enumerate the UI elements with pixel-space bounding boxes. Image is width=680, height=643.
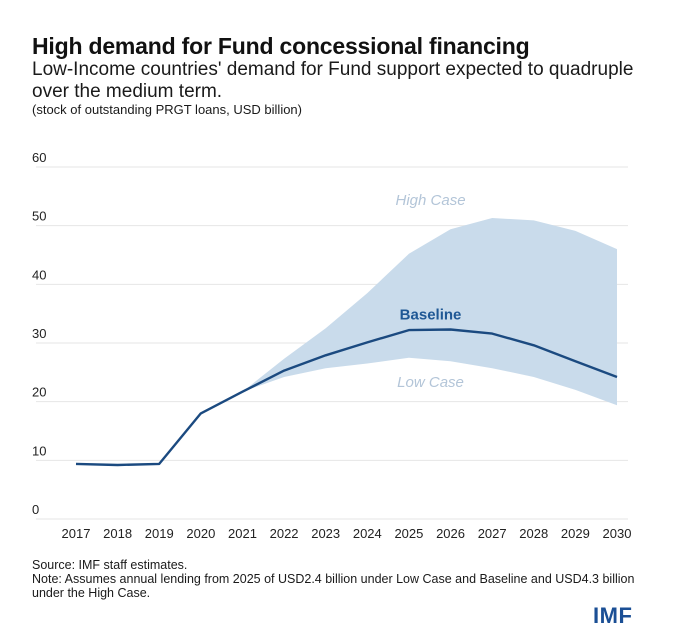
x-tick-label: 2026	[436, 526, 465, 541]
x-axis: 2017 2018 2019 2020 2021 2022 2023 2024 2025 2026…	[62, 526, 632, 541]
x-tick-label: 2018	[103, 526, 132, 541]
x-tick-label: 2022	[270, 526, 299, 541]
x-tick-label: 2030	[603, 526, 632, 541]
x-tick-label: 2025	[394, 526, 423, 541]
x-tick-label: 2024	[353, 526, 382, 541]
y-axis: 0 10 20 30 40 50 60	[32, 150, 46, 517]
x-tick-label: 2027	[478, 526, 507, 541]
x-tick-label: 2021	[228, 526, 257, 541]
x-tick-label: 2023	[311, 526, 340, 541]
y-tick-label: 20	[32, 385, 46, 400]
x-tick-label: 2029	[561, 526, 590, 541]
units-note: (stock of outstanding PRGT loans, USD bi…	[32, 102, 302, 117]
y-tick-label: 0	[32, 502, 39, 517]
high-low-range-band	[242, 218, 617, 406]
x-tick-label: 2028	[519, 526, 548, 541]
x-tick-label: 2020	[186, 526, 215, 541]
note-text: Note: Assumes annual lending from 2025 o…	[32, 572, 635, 600]
source-note: Source: IMF staff estimates. Note: Assum…	[32, 558, 652, 600]
baseline-series-line	[75, 328, 618, 467]
imf-logo: IMF	[593, 603, 633, 628]
baseline-label: Baseline	[400, 307, 462, 324]
source-text: Source: IMF staff estimates.	[32, 558, 188, 572]
x-tick-label: 2017	[62, 526, 91, 541]
y-tick-label: 60	[32, 150, 46, 165]
x-tick-label: 2019	[145, 526, 174, 541]
y-tick-label: 40	[32, 267, 46, 282]
y-tick-label: 10	[32, 443, 46, 458]
annotations: High Case Baseline Low Case	[396, 192, 466, 391]
y-tick-label: 50	[32, 209, 46, 224]
chart-subtitle: Low-Income countries' demand for Fund su…	[32, 59, 634, 102]
low-case-label: Low Case	[397, 374, 464, 391]
y-tick-label: 30	[32, 326, 46, 341]
high-case-label: High Case	[396, 192, 466, 209]
chart-title: High demand for Fund concessional financ…	[32, 33, 530, 59]
